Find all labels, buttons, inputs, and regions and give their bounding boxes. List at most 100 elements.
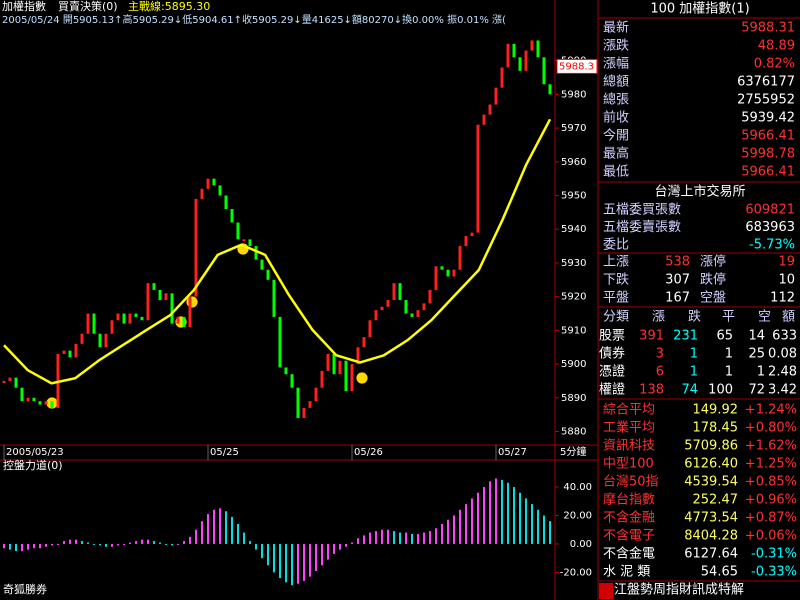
price-bar xyxy=(476,124,480,233)
osc-bar xyxy=(51,543,53,546)
index-name: 摩台指數 xyxy=(603,492,655,508)
table-cell: 74 xyxy=(681,383,698,398)
table-cell: 1 xyxy=(725,365,733,380)
breadth-label: 下跌 xyxy=(603,272,629,288)
table-cell: 231 xyxy=(673,329,698,344)
y-tick-label: 40.00 xyxy=(563,482,592,493)
y-tick-label: 5980 xyxy=(561,89,586,100)
y-tick-label: 5950 xyxy=(561,191,586,202)
price-bar xyxy=(128,313,132,324)
osc-bar xyxy=(153,541,155,544)
breadth-value: 10 xyxy=(778,273,795,288)
quote-label: 最新 xyxy=(603,20,629,36)
index-change: +0.06% xyxy=(745,529,797,544)
order-label: 委比 xyxy=(603,238,629,253)
osc-bar xyxy=(291,543,293,586)
price-bar xyxy=(392,283,396,301)
price-bar xyxy=(320,370,324,388)
quote-label: 最低 xyxy=(603,165,629,180)
osc-bar xyxy=(213,509,215,544)
price-bar xyxy=(230,209,234,223)
price-bar xyxy=(134,313,138,317)
osc-bar xyxy=(483,487,485,544)
price-bar xyxy=(104,333,108,348)
price-bar xyxy=(272,279,276,317)
osc-bar xyxy=(459,509,461,544)
price-bar xyxy=(8,377,12,381)
osc-bar xyxy=(453,515,455,544)
index-value: 6127.64 xyxy=(684,547,738,562)
panel-title: 100 加權指數(1) xyxy=(650,2,749,17)
quote-value: 5966.41 xyxy=(741,129,795,144)
osc-bar xyxy=(279,543,281,579)
osc-bar xyxy=(63,541,65,544)
price-bar xyxy=(302,407,306,419)
price-bar xyxy=(356,347,360,365)
osc-bar xyxy=(81,541,83,544)
osc-bar xyxy=(429,531,431,544)
header-item: 主戰線:5895.30 xyxy=(128,0,210,13)
osc-bar xyxy=(507,482,509,544)
osc-bar xyxy=(231,516,233,544)
index-name: 工業平均 xyxy=(603,420,655,436)
price-bar xyxy=(194,198,198,297)
quote-value: 5966.41 xyxy=(741,165,795,180)
price-bar xyxy=(68,350,72,358)
price-bar xyxy=(530,40,534,51)
table-header: 漲 xyxy=(652,310,665,325)
table-cell: 1 xyxy=(690,365,698,380)
header-item: 買賣決策(0) xyxy=(58,0,118,13)
osc-bar xyxy=(183,541,185,544)
price-bar xyxy=(344,360,348,392)
osc-bar xyxy=(441,524,443,544)
table-header: 分類 xyxy=(603,310,629,325)
price-bar xyxy=(494,87,498,105)
osc-bar xyxy=(405,532,407,544)
osc-bar xyxy=(27,543,29,550)
index-value: 6126.40 xyxy=(684,457,738,472)
osc-bar xyxy=(255,543,257,550)
breadth-value: 538 xyxy=(665,255,690,270)
price-bar xyxy=(374,310,378,321)
osc-bar xyxy=(3,543,5,549)
order-value: 609821 xyxy=(745,203,795,218)
price-bar xyxy=(314,387,318,402)
price-bar xyxy=(506,43,510,68)
osc-bar xyxy=(537,509,539,544)
quote-value: 6376177 xyxy=(737,75,795,90)
osc-bar xyxy=(237,524,239,544)
index-change: +1.62% xyxy=(745,439,797,454)
price-bar xyxy=(308,401,312,408)
osc-bar xyxy=(225,511,227,544)
price-bar xyxy=(332,353,336,375)
index-value: 4539.54 xyxy=(684,475,738,490)
price-bar xyxy=(236,222,240,240)
index-name: 綜合平均 xyxy=(603,403,655,418)
osc-bar xyxy=(321,543,323,566)
price-bar xyxy=(488,104,492,115)
index-change: +1.25% xyxy=(745,457,797,472)
y-tick-label: 5940 xyxy=(561,224,586,235)
osc-bar xyxy=(381,529,383,544)
index-value: 54.65 xyxy=(701,565,738,580)
y-tick-label: 5880 xyxy=(561,427,586,438)
price-bar xyxy=(206,178,210,189)
price-bar xyxy=(152,283,156,290)
price-bar xyxy=(80,333,84,344)
ticker: 江盤勢周指財訊成特解 xyxy=(614,583,744,598)
table-cell: 1 xyxy=(725,347,733,362)
breadth-label: 上漲 xyxy=(603,255,629,270)
price-bar xyxy=(398,283,402,301)
osc-bar xyxy=(513,487,515,544)
osc-bar xyxy=(495,478,497,544)
index-change: +0.85% xyxy=(745,475,797,490)
x-tick-label: 2005/05/23 xyxy=(6,447,64,458)
osc-bar xyxy=(363,535,365,544)
osc-bar xyxy=(159,542,161,544)
price-bar xyxy=(164,293,168,301)
price-bar xyxy=(542,57,546,85)
price-bar xyxy=(62,350,66,354)
osc-bar xyxy=(501,479,503,544)
index-name: 不含金融 xyxy=(603,510,655,526)
index-name: 不含金電 xyxy=(603,546,655,562)
